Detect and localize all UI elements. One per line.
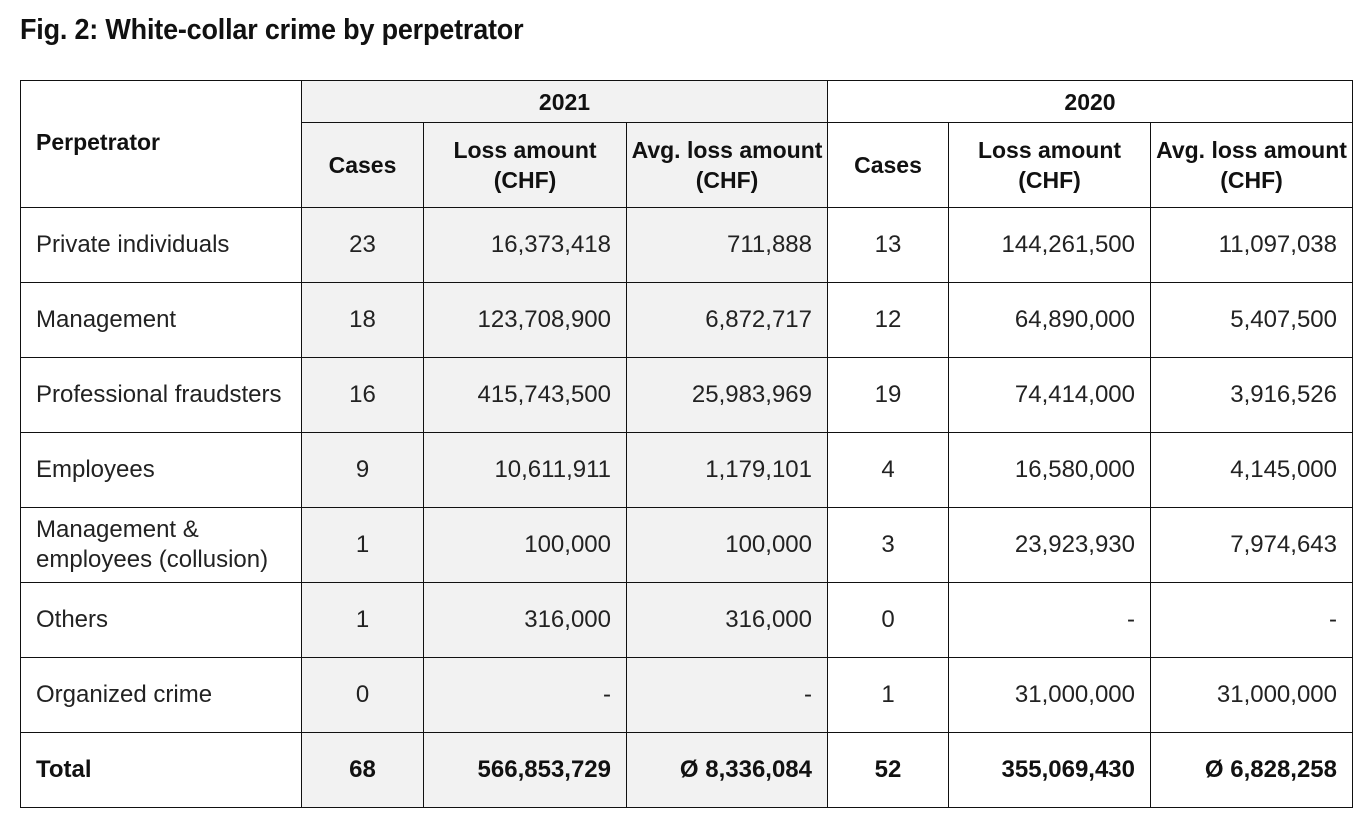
cell-l21: - [423, 657, 627, 733]
cases-header-2020: Cases [827, 122, 949, 208]
cell-c21: 1 [301, 582, 424, 658]
cell-c20: 3 [827, 507, 949, 583]
table-row: Management 18 123,708,900 6,872,717 12 64,890… [20, 282, 1353, 358]
perpetrator-table: Perpetrator 2021 2020 Cases Loss amount … [20, 80, 1353, 808]
cell-c21: 0 [301, 657, 424, 733]
cell-a20: - [1150, 582, 1353, 658]
cell-l21: 123,708,900 [423, 282, 627, 358]
cell-l20: 31,000,000 [948, 657, 1151, 733]
cell-c20: 12 [827, 282, 949, 358]
cell-a21: 25,983,969 [626, 357, 828, 433]
total-cases-2021: 68 [301, 732, 424, 808]
cell-l21: 415,743,500 [423, 357, 627, 433]
total-cases-2020: 52 [827, 732, 949, 808]
table-row: Employees 9 10,611,911 1,179,101 4 16,580,000… [20, 432, 1353, 508]
avg-loss-header-2021: Avg. loss amount (CHF) [626, 122, 828, 208]
cell-a20: 7,974,643 [1150, 507, 1353, 583]
cell-l20: 74,414,000 [948, 357, 1151, 433]
cell-l20: 144,261,500 [948, 207, 1151, 283]
cell-c20: 1 [827, 657, 949, 733]
cell-a20: 5,407,500 [1150, 282, 1353, 358]
cell-l21: 316,000 [423, 582, 627, 658]
loss-header-2021: Loss amount (CHF) [423, 122, 627, 208]
cell-c20: 19 [827, 357, 949, 433]
cell-a21: - [626, 657, 828, 733]
cell-a21: 100,000 [626, 507, 828, 583]
cell-a20: 11,097,038 [1150, 207, 1353, 283]
row-label: Management [20, 282, 302, 358]
total-avg-2020: Ø 6,828,258 [1150, 732, 1353, 808]
cell-l20: 64,890,000 [948, 282, 1151, 358]
cell-c21: 23 [301, 207, 424, 283]
row-label: Management & employees (collusion) [20, 507, 302, 583]
cell-a21: 711,888 [626, 207, 828, 283]
table-row: Private individuals 23 16,373,418 711,888 13… [20, 207, 1353, 283]
cell-a20: 31,000,000 [1150, 657, 1353, 733]
cell-c20: 4 [827, 432, 949, 508]
cell-a20: 4,145,000 [1150, 432, 1353, 508]
total-loss-2021: 566,853,729 [423, 732, 627, 808]
cell-a20: 3,916,526 [1150, 357, 1353, 433]
cell-l20: 23,923,930 [948, 507, 1151, 583]
total-avg-2021: Ø 8,336,084 [626, 732, 828, 808]
cell-l20: 16,580,000 [948, 432, 1151, 508]
cell-l21: 16,373,418 [423, 207, 627, 283]
cell-l21: 100,000 [423, 507, 627, 583]
cell-a21: 316,000 [626, 582, 828, 658]
cell-l20: - [948, 582, 1151, 658]
table-row: Organized crime 0- -1 31,000,000 31,000,000 [20, 657, 1353, 733]
figure-title: Fig. 2: White-collar crime by perpetrato… [20, 14, 524, 46]
loss-header-2020: Loss amount (CHF) [948, 122, 1151, 208]
row-label: Private individuals [20, 207, 302, 283]
total-row: Total 68 566,853,729 Ø 8,336,084 52 355,… [20, 732, 1353, 808]
cell-c21: 16 [301, 357, 424, 433]
cell-a21: 1,179,101 [626, 432, 828, 508]
row-label: Professional fraudsters [20, 357, 302, 433]
cell-a21: 6,872,717 [626, 282, 828, 358]
row-label: Organized crime [20, 657, 302, 733]
row-label: Others [20, 582, 302, 658]
cell-c20: 0 [827, 582, 949, 658]
row-label: Employees [20, 432, 302, 508]
year-header-2020: 2020 [827, 80, 1353, 123]
table-row: Professional fraudsters 16 415,743,500 25,9… [20, 357, 1353, 433]
total-loss-2020: 355,069,430 [948, 732, 1151, 808]
year-header-2021: 2021 [301, 80, 828, 123]
avg-loss-header-2020: Avg. loss amount (CHF) [1150, 122, 1353, 208]
perpetrator-header: Perpetrator [20, 80, 302, 208]
cell-c21: 1 [301, 507, 424, 583]
cases-header-2021: Cases [301, 122, 424, 208]
total-label: Total [20, 732, 302, 808]
cell-c21: 18 [301, 282, 424, 358]
table-row: Management & employees (collusion) 1 100,0… [20, 507, 1353, 583]
table-row: Others 1 316,000 316,000 0- - [20, 582, 1353, 658]
cell-c20: 13 [827, 207, 949, 283]
cell-l21: 10,611,911 [423, 432, 627, 508]
cell-c21: 9 [301, 432, 424, 508]
